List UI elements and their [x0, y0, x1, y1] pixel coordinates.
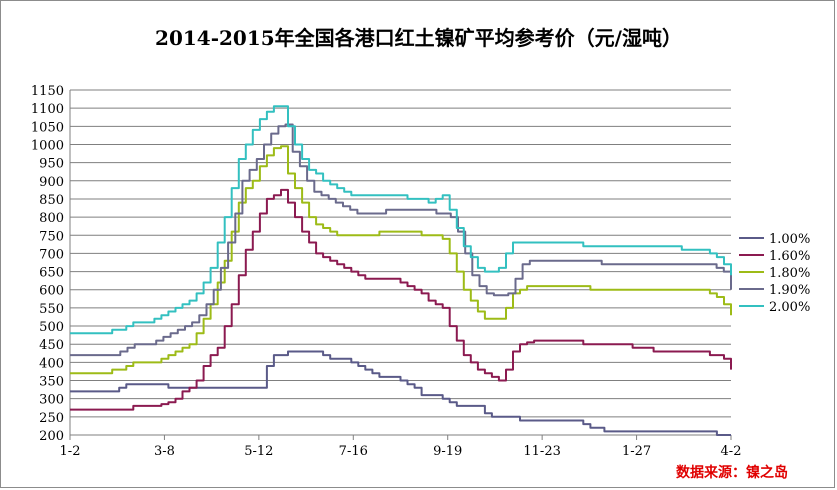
x-tick-label: 1-2	[60, 444, 81, 459]
y-tick-label: 600	[39, 284, 64, 299]
y-tick-label: 550	[39, 302, 64, 317]
y-tick-label: 250	[39, 411, 64, 426]
series-lines	[70, 105, 732, 436]
y-tick-label: 500	[39, 320, 64, 335]
x-tick-label: 9-19	[433, 444, 462, 459]
series-line-1	[70, 188, 732, 411]
x-axis-ticks: 1-2 3-8 5-12 7-16 9-19 11-23 1-27 4-2	[60, 444, 742, 459]
y-tick-label: 400	[39, 356, 64, 371]
legend-label: 2.00%	[769, 300, 810, 315]
gridlines	[70, 89, 731, 436]
x-tick-label: 11-23	[523, 444, 560, 459]
x-tick-label: 5-12	[244, 444, 273, 459]
y-tick-label: 450	[39, 338, 64, 353]
legend: 1.00% 1.60% 1.80% 1.90% 2.00%	[739, 232, 810, 315]
series-line-2	[70, 145, 732, 375]
series-line-4	[70, 105, 732, 335]
y-tick-label: 900	[39, 175, 64, 190]
y-tick-label: 300	[39, 393, 64, 408]
y-tick-label: 750	[39, 229, 64, 244]
x-tick-label: 1-27	[622, 444, 651, 459]
y-tick-label: 700	[39, 247, 64, 262]
legend-label: 1.90%	[769, 283, 810, 298]
axes	[69, 90, 732, 440]
x-tick-label: 7-16	[339, 444, 368, 459]
y-axis-ticks: 200 250 300 350 400 450 500 550 600 650 700 750 800 8…	[31, 84, 64, 444]
y-tick-label: 1050	[31, 120, 64, 135]
y-tick-label: 1150	[31, 84, 64, 99]
chart-title: 2014-2015年全国各港口红土镍矿平均参考价（元/湿吨）	[155, 26, 682, 50]
y-tick-label: 350	[39, 375, 64, 390]
y-tick-label: 850	[39, 193, 64, 208]
y-tick-label: 1000	[31, 138, 64, 153]
x-tick-label: 4-2	[721, 444, 742, 459]
legend-label: 1.00%	[769, 232, 810, 247]
y-tick-label: 950	[39, 157, 64, 172]
y-tick-label: 650	[39, 266, 64, 281]
series-line-0	[70, 350, 731, 436]
series-line-3	[70, 123, 732, 357]
y-tick-label: 1100	[31, 102, 64, 117]
legend-label: 1.80%	[769, 266, 810, 281]
y-tick-label: 200	[39, 429, 64, 444]
legend-label: 1.60%	[769, 249, 810, 264]
y-tick-label: 800	[39, 211, 64, 226]
data-source-label: 数据来源：镍之岛	[676, 465, 788, 481]
x-tick-label: 3-8	[154, 444, 175, 459]
